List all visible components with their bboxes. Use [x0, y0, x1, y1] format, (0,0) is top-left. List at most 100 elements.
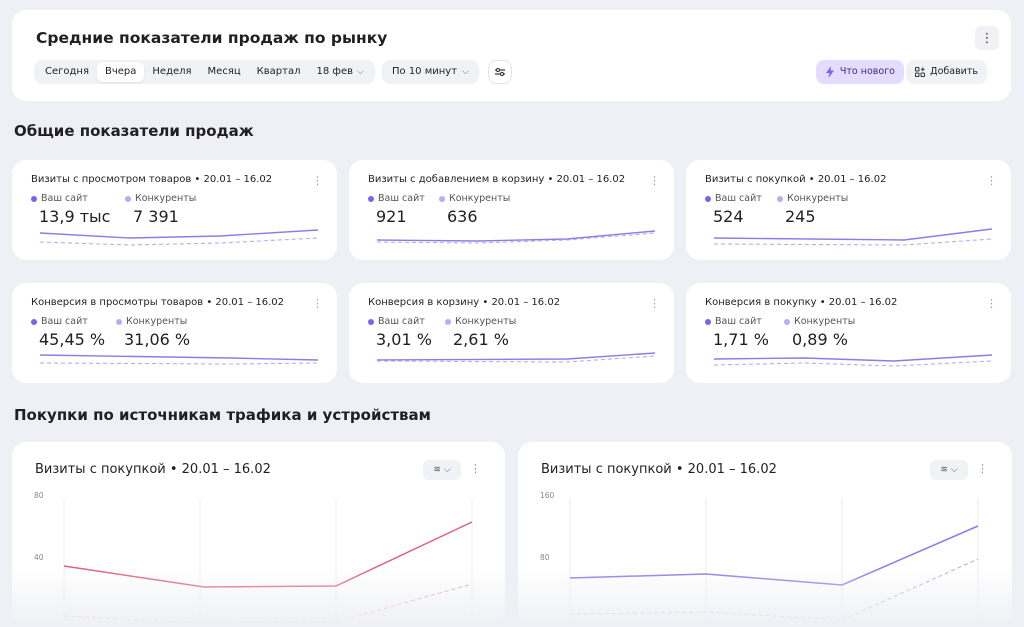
legend-competitors: Конкуренты	[777, 193, 848, 204]
series-line	[63, 583, 473, 624]
chevron-down-icon: ⌵	[443, 465, 451, 475]
legend-competitors: Конкуренты	[784, 316, 855, 327]
date-value: 18 фев	[316, 66, 353, 77]
period-today[interactable]: Сегодня	[45, 66, 89, 77]
section-title-traffic: Покупки по источникам трафика и устройст…	[14, 406, 431, 424]
chart-title: Визиты с покупкой • 20.01 – 16.02	[541, 462, 777, 477]
chart-type-select[interactable]: ≋ ⌵	[423, 460, 461, 480]
page-title: Средние показатели продаж по рынку	[36, 29, 388, 47]
more-options-icon[interactable]: ⋮	[312, 174, 323, 187]
more-options-icon[interactable]: ⋮	[986, 297, 997, 310]
section-title-general: Общие показатели продаж	[14, 122, 254, 140]
metric-card[interactable]: Визиты с просмотром товаров • 20.01 – 16…	[12, 160, 337, 260]
chevron-down-icon: ⌵	[356, 67, 364, 77]
legend-dot-icon	[705, 318, 711, 325]
chart-card: Визиты с покупкой • 20.01 – 16.02 ≋ ⌵ ⋮ 8…	[12, 442, 505, 627]
chevron-down-icon: ⌵	[462, 67, 469, 77]
value-competitors: 636	[447, 207, 478, 226]
legend-dot-icon	[777, 195, 783, 202]
metric-title: Визиты с покупкой • 20.01 – 16.02	[705, 174, 887, 185]
legend-dot-icon	[31, 195, 37, 202]
period-selector: Сегодня Вчера Неделя Месяц Квартал 18 фе…	[34, 60, 375, 84]
value-yours: 45,45 %	[39, 330, 106, 349]
legend-dot-icon	[125, 195, 131, 202]
sparkline	[714, 228, 992, 246]
line-chart: 80 40	[34, 491, 473, 627]
legend-yours: Ваш сайт	[368, 193, 425, 204]
chart-lines-icon: ≋	[940, 465, 948, 475]
y-tick-label: 40	[34, 553, 44, 562]
sparkline	[40, 229, 318, 246]
more-options-icon[interactable]: ⋮	[975, 26, 999, 50]
y-tick-label: 80	[34, 491, 44, 500]
legend-dot-icon	[368, 318, 374, 325]
legend-yours: Ваш сайт	[368, 316, 425, 327]
value-yours: 524	[713, 207, 744, 226]
more-options-icon[interactable]: ⋮	[986, 174, 997, 187]
whats-new-button[interactable]: Что нового	[815, 60, 904, 84]
legend-yours: Ваш сайт	[705, 193, 762, 204]
legend-competitors: Конкуренты	[439, 193, 510, 204]
metric-title: Конверсия в корзину • 20.01 – 16.02	[368, 297, 561, 308]
legend-dot-icon	[368, 195, 374, 202]
value-competitors: 245	[785, 207, 816, 226]
date-picker[interactable]: 18 фев ⌵	[308, 62, 371, 82]
legend-dot-icon	[784, 318, 790, 325]
more-options-icon[interactable]: ⋮	[977, 462, 988, 475]
series-line	[63, 521, 473, 588]
metric-title: Конверсия в покупку • 20.01 – 16.02	[705, 297, 898, 308]
report-header: Средние показатели продаж по рынку ⋮ Сег…	[12, 10, 1011, 101]
value-yours: 3,01 %	[376, 330, 432, 349]
widgets-icon	[915, 67, 926, 77]
metric-title: Визиты с добавлением в корзину • 20.01 –…	[368, 174, 626, 185]
metric-card[interactable]: Конверсия в просмотры товаров • 20.01 – …	[12, 283, 337, 383]
legend-dot-icon	[31, 318, 37, 325]
chart-lines-icon: ≋	[433, 465, 441, 475]
add-button[interactable]: Добавить	[906, 60, 987, 84]
value-yours: 13,9 тыс	[39, 207, 111, 226]
period-yesterday[interactable]: Вчера	[96, 62, 145, 82]
legend-competitors: Конкуренты	[445, 316, 516, 327]
chevron-down-icon: ⌵	[950, 465, 958, 475]
sliders-icon	[495, 67, 505, 77]
series-line	[569, 558, 979, 621]
y-tick-label: 160	[540, 491, 555, 500]
value-yours: 1,71 %	[713, 330, 769, 349]
interval-value: По 10 минут	[392, 66, 458, 77]
legend-dot-icon	[439, 195, 445, 202]
metric-card[interactable]: Визиты с добавлением в корзину • 20.01 –…	[349, 160, 674, 260]
filter-settings-button[interactable]	[488, 60, 512, 84]
metric-title: Визиты с просмотром товаров • 20.01 – 16…	[31, 174, 273, 185]
legend-yours: Ваш сайт	[31, 193, 88, 204]
chart-title: Визиты с покупкой • 20.01 – 16.02	[35, 462, 271, 477]
legend-yours: Ваш сайт	[31, 316, 88, 327]
legend-dot-icon	[116, 318, 122, 325]
more-options-icon[interactable]: ⋮	[312, 297, 323, 310]
metric-title: Конверсия в просмотры товаров • 20.01 – …	[31, 297, 285, 308]
lightning-icon	[825, 66, 834, 78]
metric-card[interactable]: Конверсия в покупку • 20.01 – 16.02 ⋮ Ва…	[686, 283, 1011, 383]
legend-competitors: Конкуренты	[116, 316, 187, 327]
value-yours: 921	[376, 207, 407, 226]
more-options-icon[interactable]: ⋮	[470, 462, 481, 475]
interval-select[interactable]: По 10 минут ⌵	[382, 60, 479, 84]
more-options-icon[interactable]: ⋮	[649, 174, 660, 187]
add-label: Добавить	[930, 66, 978, 77]
y-tick-label: 80	[540, 553, 550, 562]
value-competitors: 0,89 %	[792, 330, 848, 349]
metric-card[interactable]: Визиты с покупкой • 20.01 – 16.02 ⋮ Ваш …	[686, 160, 1011, 260]
more-options-icon[interactable]: ⋮	[649, 297, 660, 310]
chart-type-select[interactable]: ≋ ⌵	[930, 460, 968, 480]
value-competitors: 7 391	[133, 207, 179, 226]
metric-card[interactable]: Конверсия в корзину • 20.01 – 16.02 ⋮ Ва…	[349, 283, 674, 383]
whats-new-label: Что нового	[839, 66, 895, 77]
period-week[interactable]: Неделя	[152, 66, 192, 77]
period-quarter[interactable]: Квартал	[256, 66, 301, 77]
period-month[interactable]: Месяц	[207, 66, 241, 77]
legend-competitors: Конкуренты	[125, 193, 196, 204]
legend-dot-icon	[445, 318, 451, 325]
sparkline	[40, 354, 318, 365]
line-chart: 160 80	[540, 491, 979, 627]
sparkline	[377, 230, 655, 244]
value-competitors: 31,06 %	[124, 330, 191, 349]
